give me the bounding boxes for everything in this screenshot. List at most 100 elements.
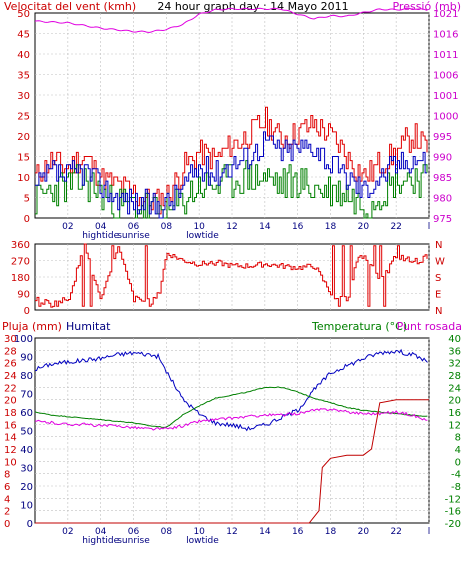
y-tick-temperature: 4 — [455, 445, 461, 456]
x-tick-label: 14 — [259, 222, 271, 232]
y-tick-rain: 12 — [4, 445, 17, 456]
y-tick-humidity: 50 — [20, 427, 33, 438]
y-tick-left: 40 — [17, 50, 30, 61]
y-tick-left: 25 — [17, 112, 30, 123]
pressure-axis-label: Pressió (mb) — [392, 0, 461, 13]
dewpoint-axis-label: Punt rosada — [397, 320, 462, 333]
y-tick-rain: 26 — [4, 359, 17, 370]
y-tick-right: 1006 — [433, 71, 458, 82]
y-tick-humidity: 70 — [20, 390, 33, 401]
marker-lowtide: lowtide — [186, 536, 219, 546]
y-tick-temperature: 8 — [455, 433, 461, 444]
y-tick-humidity: 30 — [20, 464, 33, 475]
x-tick-label: 16 — [292, 527, 304, 537]
y-tick-right: 1021 — [433, 9, 458, 20]
wind-axis-label: Velocitat del vent (kmh) — [4, 0, 136, 13]
x-tick-label: 12 — [226, 527, 237, 537]
humidity-axis-label: Humitat — [66, 320, 111, 333]
chart-title: 24 hour graph day : 14 Mayo 2011 — [157, 0, 348, 13]
x-tick-label: l — [428, 527, 431, 537]
y-tick-temperature: 20 — [448, 396, 461, 407]
y-tick-left: 90 — [17, 290, 30, 301]
y-tick-humidity: 80 — [20, 371, 33, 382]
y-tick-temperature: -8 — [451, 482, 461, 493]
y-tick-temperature: 16 — [448, 408, 461, 419]
y-tick-humidity: 60 — [20, 408, 33, 419]
y-tick-rain: 18 — [4, 408, 17, 419]
marker-lowtide: lowtide — [186, 231, 219, 241]
y-tick-rain: 14 — [4, 433, 17, 444]
x-tick-label: 06 — [128, 222, 140, 232]
x-tick-label: l — [428, 222, 431, 232]
y-tick-left: 5 — [24, 194, 30, 205]
y-tick-rain: 4 — [4, 494, 10, 505]
y-tick-temperature: 32 — [448, 359, 461, 370]
y-tick-right: 1000 — [433, 112, 458, 123]
marker-hightide: hightide — [82, 231, 119, 241]
y-tick-humidity: 40 — [20, 445, 33, 456]
y-tick-temperature: -12 — [445, 494, 461, 505]
y-tick-temperature: 40 — [448, 334, 461, 345]
x-tick-label: 12 — [226, 222, 237, 232]
marker-sunrise: sunrise — [117, 231, 150, 241]
x-tick-label: 08 — [161, 527, 173, 537]
x-tick-label: 06 — [128, 527, 140, 537]
y-tick-left: 360 — [11, 240, 30, 251]
y-tick-left: 30 — [17, 91, 30, 102]
x-tick-label: 02 — [62, 527, 73, 537]
y-tick-right: 1011 — [433, 50, 458, 61]
marker-sunrise: sunrise — [117, 536, 150, 546]
y-tick-humidity: 100 — [14, 334, 33, 345]
y-tick-right: 1016 — [433, 30, 458, 41]
series-wind-gust — [35, 106, 428, 215]
y-tick-rain: 28 — [4, 346, 17, 357]
y-tick-left: 10 — [17, 173, 30, 184]
y-tick-left: 45 — [17, 30, 30, 41]
marker-hightide: hightide — [82, 536, 119, 546]
x-tick-label: 04 — [95, 527, 107, 537]
x-tick-label: 18 — [325, 222, 337, 232]
series-wind-direction — [35, 243, 428, 308]
x-tick-label: 22 — [390, 222, 401, 232]
y-tick-temperature: 0 — [455, 457, 461, 468]
y-tick-rain: 10 — [4, 457, 17, 468]
y-tick-temperature: -20 — [445, 519, 461, 530]
y-tick-right: 990 — [433, 153, 452, 164]
y-tick-right: N — [435, 306, 442, 317]
x-tick-label: 16 — [292, 222, 304, 232]
y-tick-right: 995 — [433, 132, 452, 143]
y-tick-right: W — [435, 257, 445, 268]
y-tick-rain: 0 — [4, 519, 10, 530]
y-tick-humidity: 20 — [20, 482, 33, 493]
y-tick-rain: 24 — [4, 371, 17, 382]
y-tick-humidity: 0 — [27, 519, 33, 530]
x-tick-label: 04 — [95, 222, 107, 232]
y-tick-temperature: 28 — [448, 371, 461, 382]
y-tick-rain: 22 — [4, 383, 17, 394]
y-tick-right: S — [435, 273, 441, 284]
rain-axis-label: Pluja (mm) — [2, 320, 62, 333]
y-tick-left: 0 — [24, 306, 30, 317]
series-wind-average — [35, 131, 427, 219]
y-tick-rain: 8 — [4, 470, 10, 481]
x-tick-label: 10 — [193, 222, 205, 232]
y-tick-left: 20 — [17, 132, 30, 143]
y-tick-rain: 16 — [4, 420, 17, 431]
y-tick-rain: 6 — [4, 482, 10, 493]
y-tick-left: 270 — [11, 257, 30, 268]
y-tick-left: 35 — [17, 71, 30, 82]
x-tick-label: 02 — [62, 222, 73, 232]
y-tick-temperature: -16 — [445, 507, 461, 518]
series-rain — [35, 399, 429, 524]
x-tick-label: 10 — [193, 527, 205, 537]
y-tick-humidity: 90 — [20, 353, 33, 364]
x-tick-label: 20 — [358, 222, 370, 232]
y-tick-temperature: 12 — [448, 420, 461, 431]
y-tick-rain: 30 — [4, 334, 17, 345]
y-tick-left: 15 — [17, 153, 30, 164]
y-tick-temperature: 36 — [448, 346, 461, 357]
y-tick-right: N — [435, 240, 442, 251]
y-tick-rain: 2 — [4, 507, 10, 518]
